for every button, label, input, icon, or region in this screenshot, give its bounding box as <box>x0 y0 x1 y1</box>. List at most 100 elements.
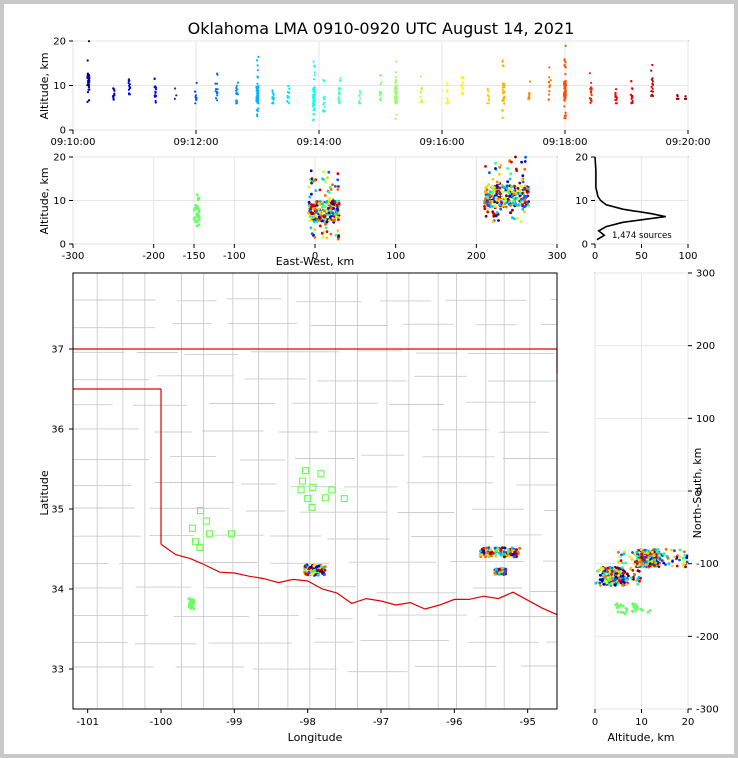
y-tick-label: 0 <box>696 487 702 498</box>
source-point <box>527 204 530 207</box>
source-point <box>495 190 499 194</box>
source-point <box>317 207 321 211</box>
source-point <box>490 185 494 188</box>
source-point <box>313 89 316 92</box>
source-point <box>313 64 316 67</box>
source-point <box>612 567 616 571</box>
source-point <box>287 102 291 105</box>
lma-station <box>321 494 329 502</box>
lma-station <box>205 530 213 538</box>
ew-altitude-xlabel: East-West, km <box>276 255 354 268</box>
source-point <box>650 560 654 563</box>
source-point <box>193 207 197 210</box>
source-point <box>646 551 650 555</box>
source-point <box>287 96 290 99</box>
source-point <box>312 220 316 224</box>
source-point <box>616 610 620 614</box>
source-point <box>650 94 653 97</box>
map-xlabel: Longitude <box>288 731 343 744</box>
source-point <box>313 99 316 102</box>
source-point <box>359 97 362 100</box>
source-point <box>494 567 498 571</box>
source-point <box>325 230 329 234</box>
source-point <box>327 206 330 210</box>
source-point <box>494 161 497 165</box>
source-point <box>515 216 519 220</box>
source-point <box>112 98 115 101</box>
source-point <box>564 93 567 96</box>
source-point <box>629 566 633 570</box>
source-point <box>337 96 340 99</box>
source-point <box>331 202 335 206</box>
source-point <box>505 187 509 191</box>
source-point <box>195 220 199 223</box>
source-point <box>651 83 655 86</box>
source-point <box>523 167 527 171</box>
source-point <box>331 211 334 215</box>
source-point <box>548 76 551 79</box>
source-point <box>495 211 499 214</box>
source-point <box>527 187 530 191</box>
source-point <box>631 551 634 554</box>
source-point <box>548 89 551 93</box>
source-point <box>461 81 465 84</box>
source-point <box>599 566 603 569</box>
source-point <box>336 178 340 182</box>
source-point <box>393 87 397 90</box>
source-point <box>564 66 567 69</box>
source-point <box>336 172 340 176</box>
source-point <box>494 214 498 218</box>
source-point <box>631 101 634 104</box>
source-point <box>325 220 329 224</box>
source-point <box>623 612 627 616</box>
source-point <box>337 202 341 205</box>
source-point <box>314 200 318 204</box>
source-point <box>88 99 91 102</box>
source-point <box>487 102 490 105</box>
source-point <box>445 84 448 87</box>
source-point <box>520 178 524 182</box>
source-point <box>216 99 219 102</box>
source-point <box>505 194 508 198</box>
source-point <box>498 186 502 190</box>
source-point <box>272 98 275 101</box>
source-point <box>493 200 496 204</box>
source-point <box>488 201 492 205</box>
source-point <box>328 219 331 222</box>
source-point <box>564 88 567 91</box>
source-point <box>495 201 499 205</box>
source-point <box>521 191 524 195</box>
source-point <box>420 87 423 90</box>
x-tick-label: -100 <box>223 251 246 262</box>
source-point <box>154 86 157 89</box>
source-point <box>187 604 191 608</box>
source-point <box>287 85 290 88</box>
source-point <box>673 555 677 559</box>
source-point <box>498 192 502 196</box>
source-point <box>650 85 653 88</box>
source-point <box>596 569 599 573</box>
source-point <box>318 216 322 220</box>
source-point <box>588 72 592 75</box>
source-point <box>335 211 339 215</box>
source-point <box>502 550 506 554</box>
source-point <box>153 77 156 80</box>
x-tick-label: -200 <box>142 251 165 262</box>
source-point <box>502 552 506 556</box>
source-point <box>380 81 383 84</box>
source-point <box>334 233 338 237</box>
source-point <box>614 92 617 95</box>
source-point <box>509 172 513 176</box>
source-point <box>563 105 566 108</box>
source-point <box>601 567 605 571</box>
source-point <box>494 196 498 200</box>
source-point <box>310 177 314 181</box>
source-point <box>486 88 489 91</box>
source-point <box>640 556 644 560</box>
source-point <box>617 550 620 554</box>
source-point <box>379 83 382 86</box>
state-border <box>160 543 558 616</box>
source-point <box>662 561 666 565</box>
source-point <box>492 189 496 193</box>
source-point <box>313 71 316 74</box>
